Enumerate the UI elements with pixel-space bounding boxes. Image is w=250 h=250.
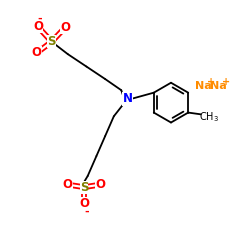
Text: O: O [33, 20, 43, 33]
Text: Na: Na [195, 82, 212, 92]
Text: S: S [80, 181, 88, 194]
Text: O: O [63, 178, 73, 191]
Text: -: - [37, 14, 42, 24]
Text: O: O [95, 178, 105, 191]
Text: Na: Na [210, 82, 226, 92]
Text: O: O [79, 197, 89, 210]
Text: -: - [85, 206, 89, 216]
Text: N: N [122, 92, 132, 106]
Text: CH$_3$: CH$_3$ [199, 110, 219, 124]
Text: S: S [48, 35, 56, 48]
Text: O: O [32, 46, 42, 60]
Text: +: + [207, 77, 215, 87]
Text: O: O [60, 21, 70, 34]
Text: +: + [222, 77, 230, 87]
